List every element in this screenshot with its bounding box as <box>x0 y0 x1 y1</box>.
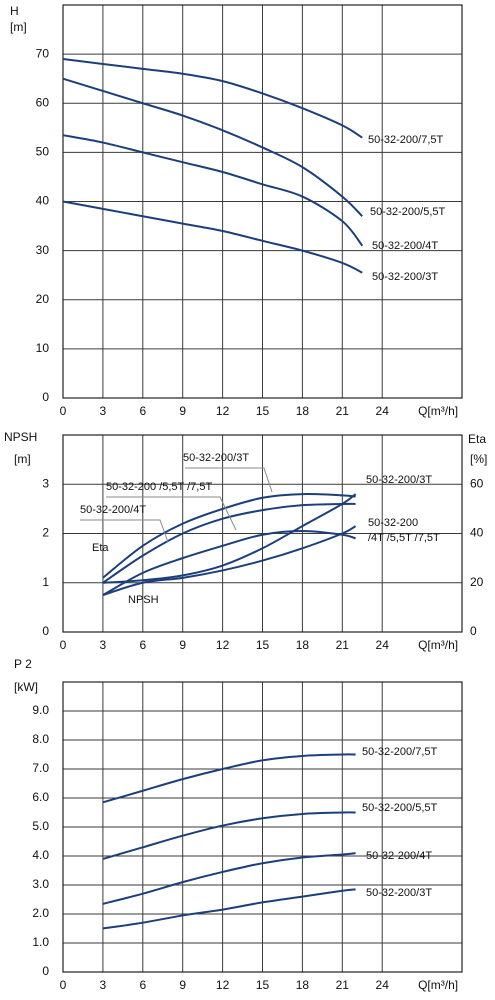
annotation: 50-32-200 <box>368 517 418 529</box>
x-tick-label: 15 <box>256 638 270 652</box>
curve <box>62 134 364 247</box>
y-axis-unit: [m] <box>10 20 27 34</box>
y-axis-label: P 2 <box>14 657 32 671</box>
curve <box>102 493 356 579</box>
annotation: 50-32-200/4T <box>80 504 146 516</box>
annotation: NPSH <box>128 594 159 606</box>
x-tick-label: 6 <box>139 638 146 652</box>
y2-tick-label: 0 <box>470 624 477 638</box>
x-tick-label: 9 <box>179 404 186 418</box>
y-axis-unit: [kW] <box>14 680 38 694</box>
x-tick-label: 9 <box>179 638 186 652</box>
curve <box>62 77 363 217</box>
curve-label: 50-32-200/5,5T <box>370 206 445 218</box>
y-tick-label: 0 <box>42 390 49 404</box>
y2-tick-label: 40 <box>470 526 484 540</box>
y2-axis-label: Eta <box>468 432 486 446</box>
curve-label: 50-32-200/3T <box>372 271 438 283</box>
x-tick-label: 24 <box>376 404 390 418</box>
annotation: /4T /5,5T /7,5T <box>368 532 440 544</box>
x-tick-label: 3 <box>100 978 107 992</box>
annotation: 50-32-200/3T <box>183 452 249 464</box>
y-tick-label: 40 <box>36 194 50 208</box>
y-tick-label: 3.0 <box>32 877 49 891</box>
x-tick-label: 0 <box>60 978 67 992</box>
y-tick-label: 7.0 <box>32 761 49 775</box>
curve <box>102 525 357 597</box>
x-tick-label: 9 <box>179 978 186 992</box>
y-tick-label: 5.0 <box>32 819 49 833</box>
annotation: 50-32-200/3T <box>366 474 432 486</box>
leader-line <box>80 519 169 543</box>
x-axis-label: Q[m³/h] <box>418 638 458 652</box>
y-axis-unit: [m] <box>14 452 31 466</box>
curve <box>102 493 357 584</box>
x-tick-label: 18 <box>296 978 310 992</box>
annotation: 50-32-200 /5,5T /7,5T <box>106 481 212 493</box>
x-tick-label: 18 <box>296 638 310 652</box>
y-tick-label: 1.0 <box>32 935 49 949</box>
y-tick-label: 3 <box>42 476 49 490</box>
curve <box>102 888 356 930</box>
x-tick-label: 6 <box>139 978 146 992</box>
x-tick-label: 21 <box>336 978 350 992</box>
plot-frame <box>62 681 463 973</box>
x-tick-label: 3 <box>100 404 107 418</box>
x-tick-label: 0 <box>60 404 67 418</box>
y-tick-label: 20 <box>36 292 50 306</box>
x-tick-label: 24 <box>376 638 390 652</box>
x-tick-label: 24 <box>376 978 390 992</box>
x-tick-label: 0 <box>60 638 67 652</box>
curve-label: 50-32-200/7,5T <box>362 746 437 758</box>
y-tick-label: 8.0 <box>32 732 49 746</box>
curve <box>102 502 356 584</box>
x-tick-label: 12 <box>216 638 230 652</box>
x-tick-label: 3 <box>100 638 107 652</box>
annotation: Eta <box>92 542 109 554</box>
y-tick-label: 0 <box>42 624 49 638</box>
x-tick-label: 21 <box>336 638 350 652</box>
y-tick-label: 0 <box>42 964 49 978</box>
x-tick-label: 12 <box>216 404 230 418</box>
y-tick-label: 50 <box>36 145 50 159</box>
x-axis-label: Q[m³/h] <box>418 404 458 418</box>
y-axis-label: NPSH <box>4 430 37 444</box>
y-tick-label: 30 <box>36 243 50 257</box>
curve-label: 50-32-200/4T <box>366 850 432 862</box>
curve <box>102 753 356 804</box>
y-tick-label: 60 <box>36 95 50 109</box>
curve <box>62 200 363 274</box>
curve-label: 50-32-200/4T <box>372 240 438 252</box>
y-tick-label: 10 <box>36 341 50 355</box>
x-tick-label: 15 <box>256 404 270 418</box>
y-tick-label: 1 <box>42 575 49 589</box>
y-tick-label: 2 <box>42 526 49 540</box>
curve-label: 50-32-200/3T <box>366 887 432 899</box>
x-tick-label: 18 <box>296 404 310 418</box>
curve <box>62 58 363 139</box>
x-axis-label: Q[m³/h] <box>418 978 458 992</box>
curve-label: 50-32-200/7,5T <box>368 134 443 146</box>
curve-label: 50-32-200/5,5T <box>362 802 437 814</box>
x-tick-label: 6 <box>139 404 146 418</box>
plot-frame <box>62 434 463 633</box>
leader-line <box>106 496 237 531</box>
y2-tick-label: 20 <box>470 575 484 589</box>
y-tick-label: 2.0 <box>32 906 49 920</box>
y-tick-label: 9.0 <box>32 703 49 717</box>
y2-tick-label: 60 <box>470 476 484 490</box>
leader-line <box>185 467 273 493</box>
y2-axis-unit: [%] <box>470 452 487 466</box>
y-tick-label: 4.0 <box>32 848 49 862</box>
curve <box>102 811 356 860</box>
y-tick-label: 70 <box>36 46 50 60</box>
y-tick-label: 6.0 <box>32 790 49 804</box>
curve <box>102 852 356 905</box>
x-tick-label: 15 <box>256 978 270 992</box>
x-tick-label: 12 <box>216 978 230 992</box>
y-axis-label: H <box>10 4 19 18</box>
x-tick-label: 21 <box>336 404 350 418</box>
